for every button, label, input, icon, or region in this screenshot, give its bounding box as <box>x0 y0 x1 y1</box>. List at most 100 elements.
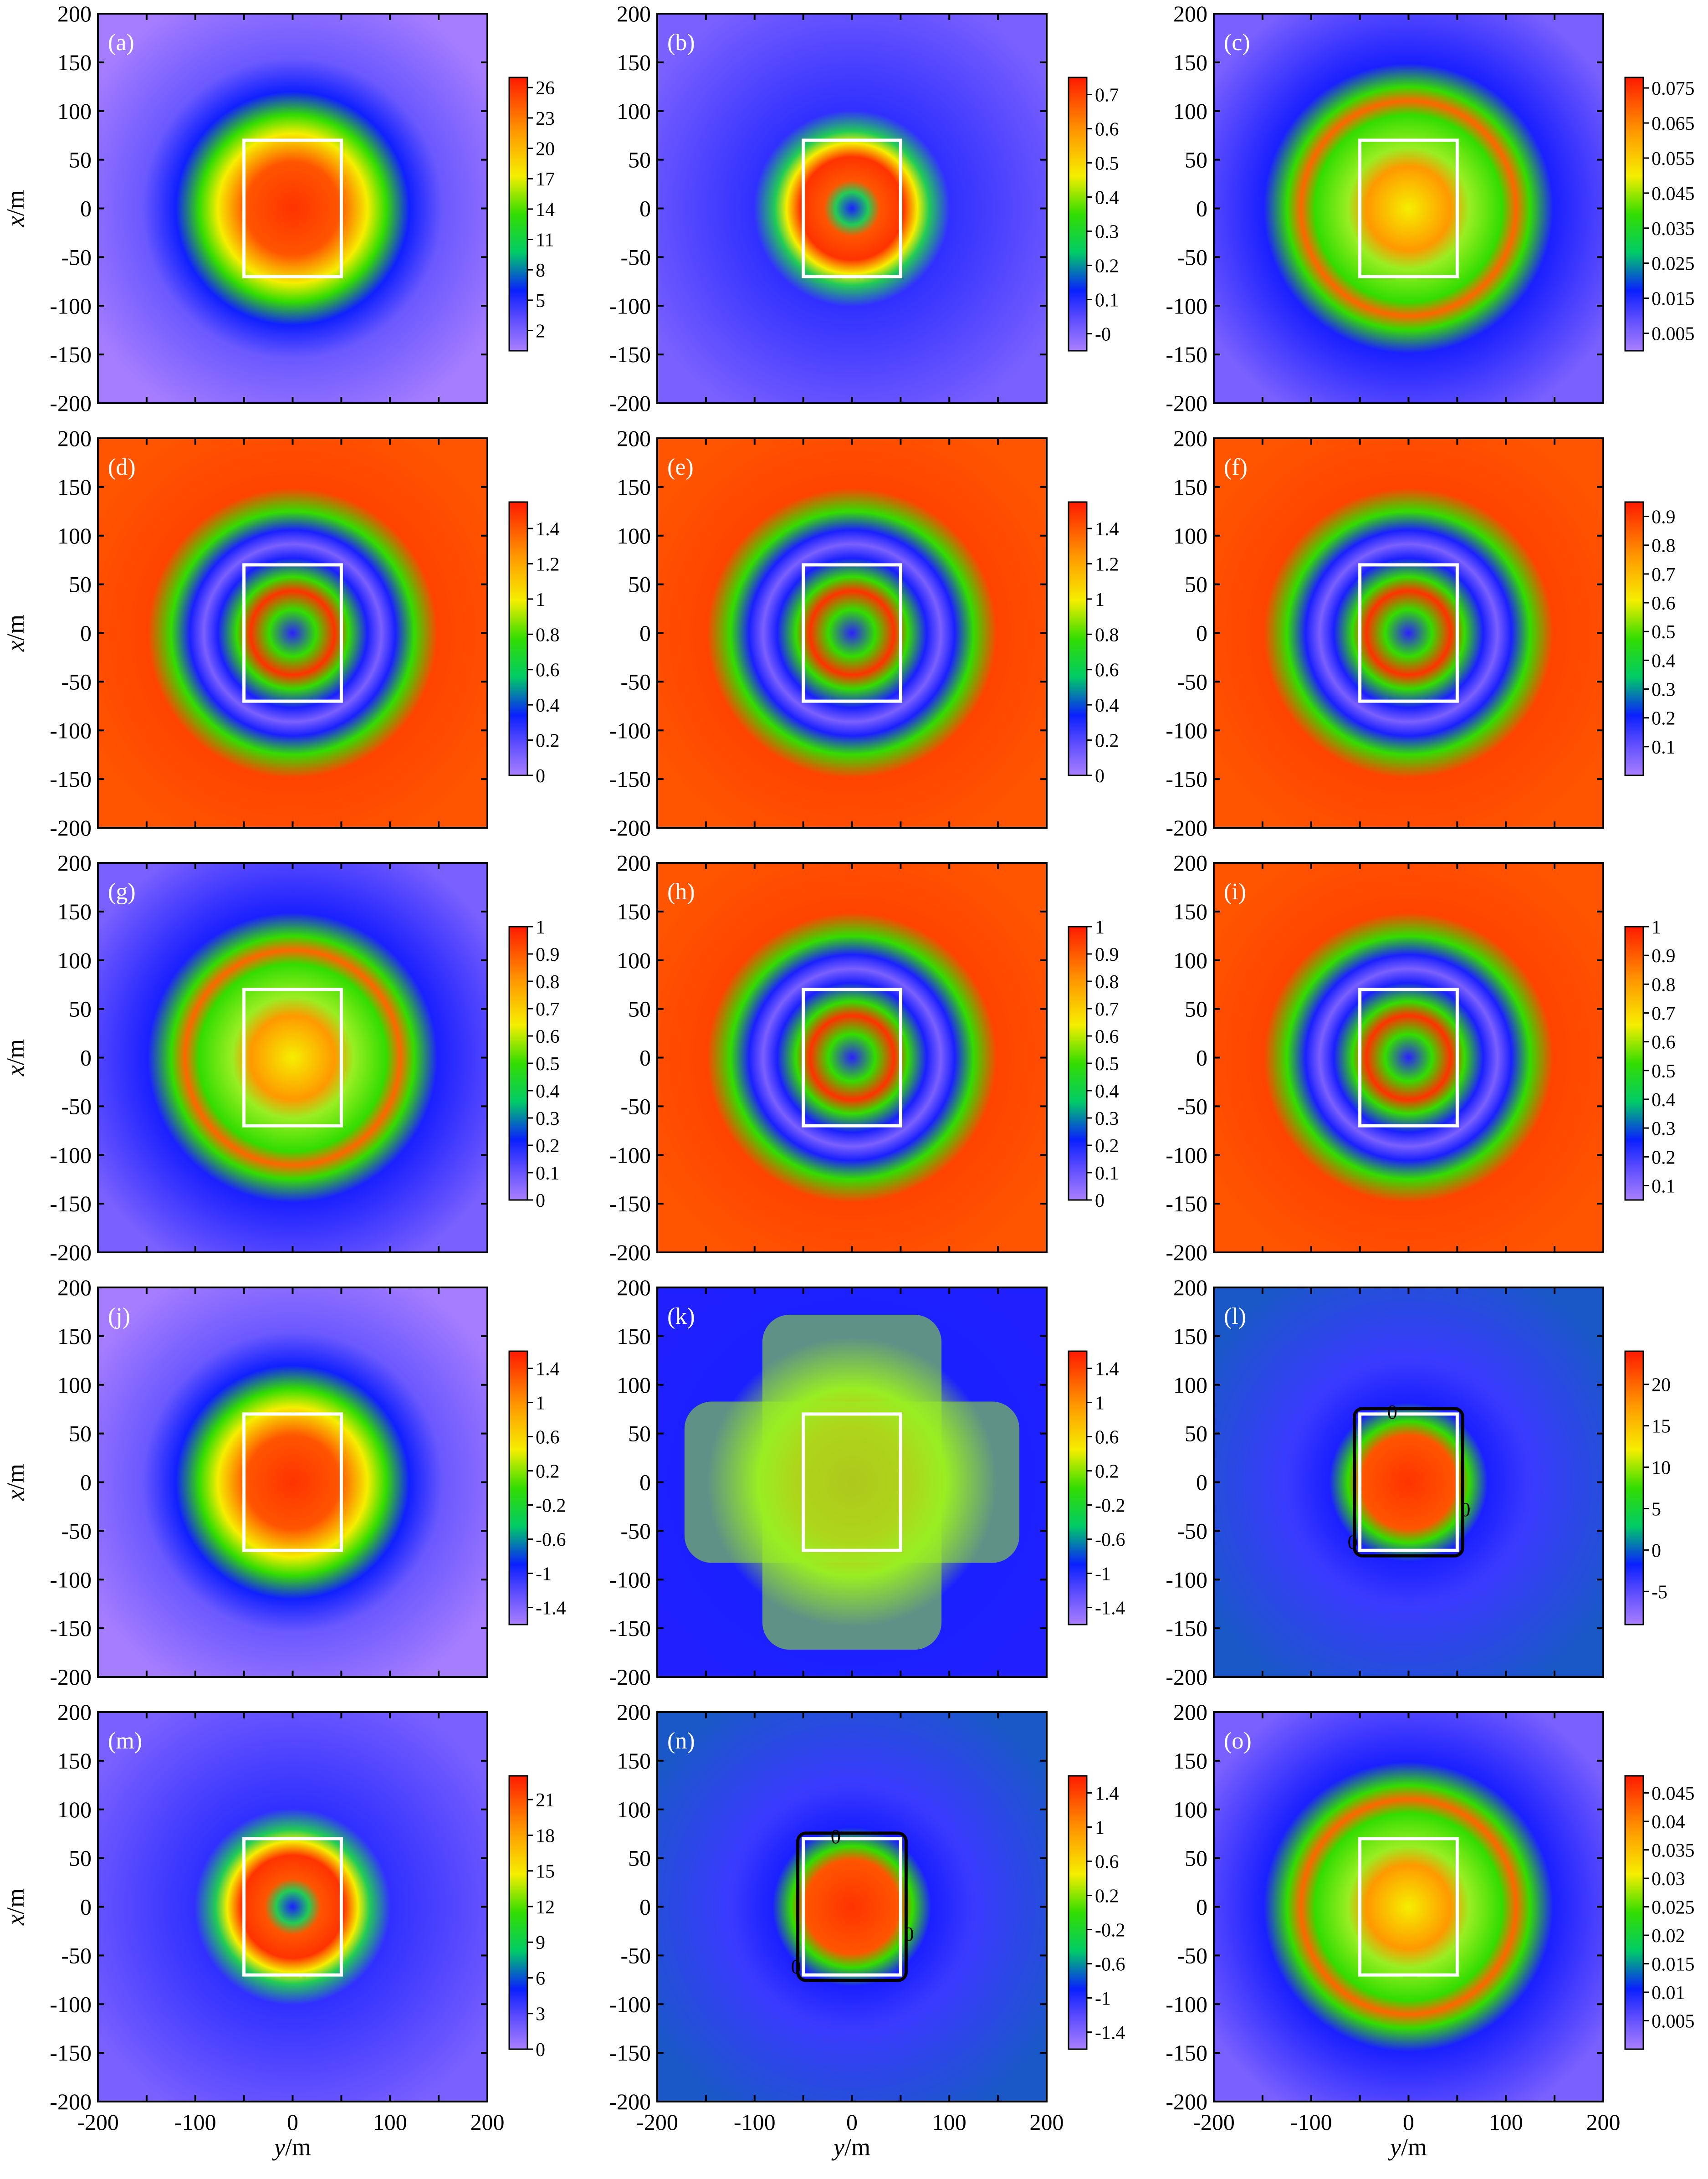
colorbar-tick-label: 8 <box>536 260 545 281</box>
y-tick-label: 0 <box>639 1045 651 1071</box>
colorbar-tick-label: 1 <box>1095 1818 1105 1839</box>
y-tick-label: 200 <box>57 426 92 451</box>
colorbar-tick-label: 0.4 <box>1095 188 1119 209</box>
colorbar-tick-label: 14 <box>536 200 555 220</box>
x-axis: -200 -100 0 100 200 y/m <box>1193 1712 1621 2161</box>
heatmap-field <box>98 1712 487 2102</box>
colorbar: 0.075 0.065 0.055 0.045 0.035 0.025 0.015 0.005 <box>1624 77 1695 352</box>
colorbar-tick-label: 0.3 <box>536 1108 560 1129</box>
y-tick-label: -150 <box>1166 1191 1207 1216</box>
y-tick-label: 100 <box>617 948 651 973</box>
x-tick-label: -200 <box>1193 2109 1235 2135</box>
y-tick-label: -50 <box>61 669 92 694</box>
colorbar: 0.045 0.04 0.035 0.03 0.025 0.02 0.015 0.01 0.00… <box>1624 1775 1695 2050</box>
colorbar-gradient <box>1068 1775 1088 2050</box>
y-tick-label: -100 <box>50 1142 92 1168</box>
colorbar-tick-label: 0.2 <box>536 1461 560 1482</box>
colorbar-tick-label: 18 <box>536 1825 555 1846</box>
y-axis-var: x <box>2 641 29 652</box>
y-tick-label: 150 <box>617 1748 651 1774</box>
colorbar-tick-label: 0.045 <box>1652 184 1695 205</box>
panel-label: (k) <box>667 1303 695 1329</box>
colorbar-tick-label: 0.6 <box>1095 119 1119 140</box>
y-tick-label: 0 <box>80 1470 92 1495</box>
colorbar-tick-label: 20 <box>536 139 555 160</box>
y-tick-label: 150 <box>57 50 92 75</box>
y-tick-label: 50 <box>628 996 651 1022</box>
colorbar: 20 15 10 5 0 -5 <box>1624 1350 1671 1625</box>
colorbar-tick-label: 0.3 <box>1652 1118 1676 1139</box>
y-axis: 200 150 100 50 0 -50 -100 -150 -200 <box>609 1275 1047 1690</box>
panel-f: (f)200150100500-50-100-150-2000.90.80.70… <box>1166 426 1675 841</box>
heatmap-field <box>98 1287 487 1677</box>
y-tick-label: -100 <box>1166 1142 1207 1168</box>
colorbar-tick-label: 0.8 <box>1095 625 1119 646</box>
y-tick-label: 100 <box>1173 98 1207 124</box>
x-axis-title: y/m <box>831 2133 870 2161</box>
y-tick-label: 50 <box>628 572 651 597</box>
y-tick-label: 0 <box>1196 1045 1207 1071</box>
x-axis <box>656 14 1048 403</box>
colorbar-tick-label: 0.025 <box>1652 1897 1695 1918</box>
y-tick-label: 200 <box>1173 1 1207 26</box>
x-axis <box>1213 1287 1604 1677</box>
y-tick-label: 50 <box>69 147 92 173</box>
y-tick-label: 0 <box>639 620 651 646</box>
x-axis-var: y <box>272 2133 285 2161</box>
colorbar-tick-label: 0.4 <box>1652 1090 1676 1111</box>
colorbar-tick-label: 0.7 <box>1095 999 1119 1020</box>
x-axis-title: y/m <box>1388 2133 1427 2161</box>
colorbar-tick-label: 0.7 <box>1095 85 1119 106</box>
colorbar-tick-label: 2 <box>536 321 545 342</box>
y-axis: 200 150 100 50 0 -50 -100 -150 -200 <box>50 850 487 1265</box>
y-tick-label: 0 <box>80 196 92 221</box>
colorbar: 1 0.9 0.8 0.7 0.6 0.5 0.4 0.3 0.2 0.1 0 <box>508 917 560 1211</box>
y-tick-label: 0 <box>1196 1894 1207 1920</box>
y-tick-label: -200 <box>1166 390 1207 416</box>
contour-label: 0 <box>904 1923 914 1945</box>
colorbar-tick-label: 0.03 <box>1652 1869 1685 1890</box>
y-tick-label: 100 <box>57 1372 92 1398</box>
x-axis <box>1213 863 1604 1252</box>
y-tick-label: -100 <box>609 293 651 318</box>
colorbar-tick-label: 0.4 <box>1095 695 1119 716</box>
y-tick-label: -150 <box>50 766 92 792</box>
y-tick-label: -100 <box>1166 1567 1207 1592</box>
panel-label: (m) <box>108 1728 142 1754</box>
colorbar-tick-label: 0.1 <box>1652 737 1676 758</box>
colorbar: 1.4 1.2 1 0.8 0.6 0.4 0.2 0 <box>1068 501 1119 787</box>
colorbar-tick-label: 26 <box>536 78 555 99</box>
colorbar-tick-label: 0.5 <box>1095 154 1119 174</box>
x-axis <box>1213 438 1604 828</box>
colorbar-tick-label: -1 <box>1095 1564 1111 1585</box>
y-tick-label: 150 <box>617 899 651 924</box>
colorbar-tick-label: 20 <box>1652 1375 1671 1396</box>
zero-contour <box>796 1831 908 1982</box>
y-tick-label: -150 <box>609 766 651 792</box>
colorbar-tick-label: 0 <box>536 2040 545 2061</box>
x-tick-label: -100 <box>734 2109 776 2135</box>
colorbar-tick-label: 0.8 <box>1652 974 1676 995</box>
y-tick-label: -50 <box>620 669 651 694</box>
y-tick-label: -100 <box>50 1567 92 1592</box>
colorbar-tick-label: 0.2 <box>536 1136 560 1157</box>
y-tick-label: -200 <box>50 390 92 416</box>
heatmap-field <box>657 14 1047 403</box>
colorbar-tick-label: 0.075 <box>1652 78 1695 99</box>
x-axis-title: y/m <box>272 2133 311 2161</box>
x-axis <box>97 1287 488 1677</box>
colorbar-tick-label: 0 <box>1095 766 1105 787</box>
y-tick-label: -200 <box>50 815 92 841</box>
inner-rectangle <box>242 138 343 278</box>
panel-j: (j) 200 150 100 50 0 -50 -100 -150 -200 x/m 1.4 1 0.6… <box>2 1275 566 1690</box>
colorbar-tick-label: 0.02 <box>1652 1926 1685 1947</box>
y-axis: 200 150 100 50 0 -50 -100 -150 -200 <box>1166 1699 1603 2114</box>
colorbar-tick-label: 0.6 <box>536 1026 560 1047</box>
y-tick-label: 100 <box>1173 948 1207 973</box>
y-axis: 200 150 100 50 0 -50 -100 -150 -200 <box>50 1275 487 1690</box>
colorbar-gradient <box>508 77 528 352</box>
y-axis-unit: /m <box>2 190 29 216</box>
y-tick-label: -150 <box>50 1615 92 1641</box>
y-tick-label: 50 <box>69 572 92 597</box>
colorbar-tick-label: 0.6 <box>1095 1852 1119 1873</box>
